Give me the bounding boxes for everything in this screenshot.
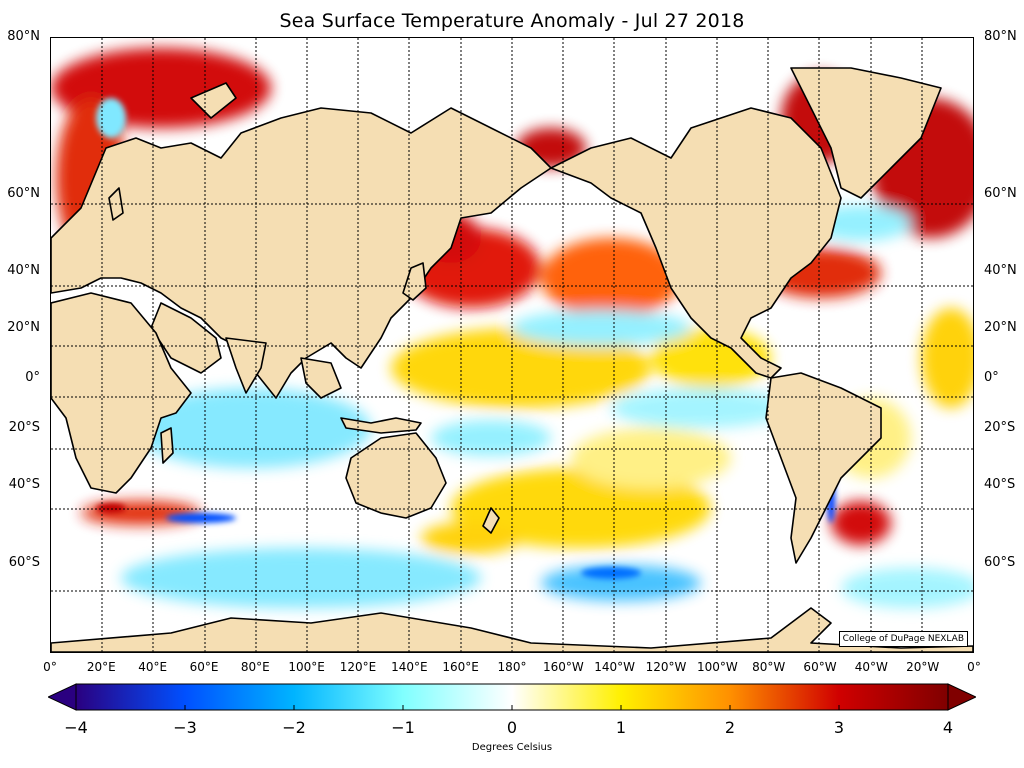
colorbar-tick-label: 2	[724, 718, 736, 737]
lat-label-right: 80°N	[984, 29, 1017, 44]
lat-label-left: 80°N	[7, 29, 40, 44]
lat-label-left: 20°S	[8, 420, 40, 436]
colorbar-tick-label: 0	[506, 718, 518, 737]
lon-label: 140°E	[391, 660, 428, 674]
lon-label: 140°W	[594, 660, 636, 674]
lon-label: 80°E	[240, 660, 270, 674]
lat-label-right: 20°S	[984, 420, 1016, 436]
lat-label-right: 60°N	[984, 185, 1017, 201]
lon-label: 120°E	[339, 660, 377, 674]
lon-label: 40°W	[854, 660, 888, 674]
lon-label: 40°E	[138, 660, 168, 674]
lat-label-left: 60°N	[7, 185, 40, 201]
lon-label: 100°E	[288, 660, 325, 674]
colorbar	[46, 683, 978, 711]
colorbar-tick-label: 1	[615, 718, 627, 737]
lon-label: 0°	[967, 660, 981, 674]
colorbar-graphic	[46, 683, 978, 711]
lat-label-left: 0°	[25, 370, 40, 386]
lat-label-right: 0°	[984, 370, 999, 386]
lat-label-left: 40°N	[7, 263, 40, 279]
colorbar-tick-label: −1	[391, 718, 415, 737]
lon-label: 160°W	[542, 660, 584, 674]
lat-label-left: 20°N	[7, 320, 40, 336]
lon-label: 180°	[497, 660, 527, 674]
colorbar-tick-label: −4	[64, 718, 88, 737]
credit-label: College of DuPage NEXLAB	[838, 631, 968, 647]
lon-label: 100°W	[696, 660, 738, 674]
map-title: Sea Surface Temperature Anomaly - Jul 27…	[279, 10, 745, 32]
colorbar-tick-label: −3	[173, 718, 197, 737]
lon-label: 0°	[43, 660, 57, 674]
colorbar-tick-label: −2	[282, 718, 306, 737]
lon-label: 60°E	[189, 660, 219, 674]
lat-label-right: 40°N	[984, 263, 1017, 279]
lat-label-left: 40°S	[8, 477, 40, 493]
lat-label-right: 60°S	[984, 554, 1016, 570]
lon-label: 80°W	[752, 660, 786, 674]
map-canvas	[51, 38, 973, 652]
lat-label-right: 40°S	[984, 477, 1016, 493]
lon-label: 20°E	[86, 660, 116, 674]
colorbar-tick-label: 4	[942, 718, 954, 737]
graticule	[51, 38, 973, 652]
lat-label-left: 60°S	[8, 554, 40, 570]
colorbar-label: Degrees Celsius	[471, 742, 553, 753]
sst-anomaly-map[interactable]: College of DuPage NEXLAB	[50, 37, 974, 653]
lon-label: 160°E	[442, 660, 479, 674]
colorbar-tick-label: 3	[833, 718, 845, 737]
lon-label: 20°W	[906, 660, 940, 674]
lat-label-right: 20°N	[984, 320, 1017, 336]
land	[51, 67, 973, 652]
colorbar-high-extension	[947, 683, 978, 711]
lon-label: 120°W	[645, 660, 687, 674]
lon-label: 60°W	[803, 660, 837, 674]
colorbar-low-extension	[46, 683, 77, 711]
